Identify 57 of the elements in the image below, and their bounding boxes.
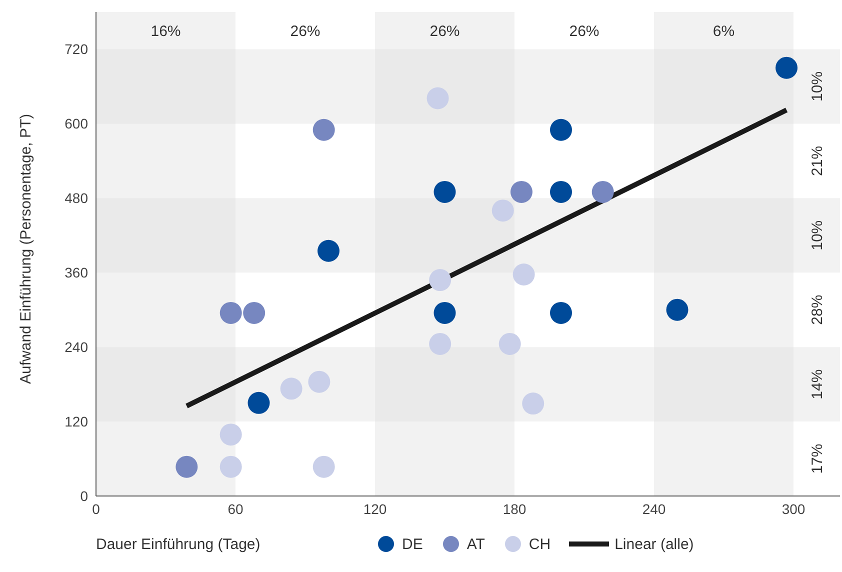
y-tick-label: 240: [64, 339, 88, 356]
annotation: 28%: [809, 294, 826, 325]
y-tick-label: 720: [64, 41, 88, 58]
y-axis-title: Aufwand Einführung (Personentage, PT): [17, 114, 34, 384]
point: [666, 298, 688, 321]
annotation: 26%: [290, 22, 320, 40]
point: [312, 456, 335, 478]
annotation: 6%: [712, 22, 735, 40]
point: [550, 180, 572, 203]
y-tick-label: 0: [80, 488, 88, 504]
annotation: 26%: [430, 22, 460, 40]
point: [498, 332, 521, 355]
x-tick-label: 0: [92, 500, 100, 517]
x-axis-title: Dauer Einführung (Tage): [96, 536, 262, 552]
y-tick-label: 480: [64, 190, 88, 206]
point: [426, 87, 449, 110]
annotation: 21%: [809, 146, 826, 176]
x-tick-label: 120: [363, 500, 387, 517]
annotation: 14%: [809, 369, 826, 400]
point: [220, 456, 242, 478]
point: [280, 378, 302, 400]
legend-label: DE: [402, 536, 423, 552]
point: [522, 392, 544, 415]
point: [243, 302, 266, 324]
annotation: 17%: [809, 444, 826, 474]
point: [429, 269, 452, 292]
annotation: 10%: [809, 220, 826, 250]
legend-label: CH: [528, 536, 551, 552]
y-tick-label: 120: [64, 414, 88, 430]
point: [220, 302, 242, 324]
point: [312, 118, 335, 141]
point: [429, 332, 452, 355]
point: [592, 180, 614, 203]
point: [318, 240, 340, 262]
legend-label: Linear (alle): [614, 536, 694, 552]
x-tick-label: 180: [502, 500, 526, 517]
y-tick-label: 360: [64, 264, 88, 281]
point: [550, 118, 572, 141]
legend-label: AT: [466, 536, 485, 552]
point: [434, 302, 456, 324]
point: [512, 263, 535, 286]
annotation: 26%: [569, 22, 600, 40]
y-tick-label: 600: [64, 116, 88, 132]
point: [308, 370, 330, 393]
point: [492, 200, 514, 222]
annotation: 10%: [809, 71, 826, 102]
point: [176, 456, 198, 478]
point: [510, 180, 532, 203]
x-tick-label: 300: [782, 500, 806, 517]
annotation: 16%: [150, 22, 181, 40]
point: [550, 302, 572, 324]
x-tick-label: 240: [642, 500, 666, 517]
point: [220, 424, 242, 446]
point: [434, 180, 456, 203]
x-tick-label: 60: [228, 500, 244, 517]
point: [248, 392, 270, 414]
point: [776, 56, 798, 79]
